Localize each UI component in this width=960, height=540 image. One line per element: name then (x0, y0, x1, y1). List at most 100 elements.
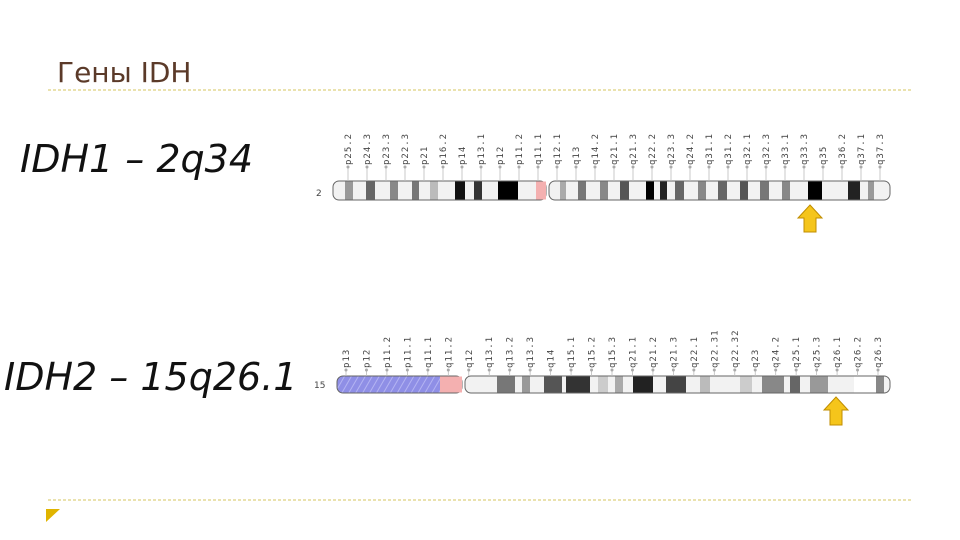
band-label: q12.1 (553, 133, 563, 165)
band-stain (698, 181, 706, 200)
band-stain (633, 376, 653, 393)
band-label: p16.2 (439, 133, 449, 165)
band-label: q22.31 (710, 329, 720, 368)
band-label: q33.1 (781, 133, 791, 165)
band-dot (460, 165, 464, 169)
band-dot (688, 165, 692, 169)
band-stain (566, 376, 590, 393)
band-label: q14.2 (591, 133, 601, 165)
band-dot (815, 368, 819, 372)
band-dot (630, 368, 634, 372)
band-stain (544, 376, 562, 393)
band-stain (762, 376, 784, 393)
band-dot (876, 368, 880, 372)
band-dot (426, 368, 430, 372)
band-dot (840, 165, 844, 169)
band-label: q13.3 (526, 336, 536, 368)
band-label: q15.3 (608, 336, 618, 368)
band-dot (733, 368, 737, 372)
band-label: q21.3 (629, 133, 639, 165)
band-dot (650, 165, 654, 169)
band-dot (364, 368, 368, 372)
band-dot (574, 165, 578, 169)
band-label: p14 (458, 146, 468, 165)
band-label: p24.3 (363, 133, 373, 165)
band-dot (344, 368, 348, 372)
band-stain (782, 181, 790, 200)
band-label: q14 (547, 349, 557, 368)
band-label: q24.2 (772, 336, 782, 368)
band-label: q21.1 (610, 133, 620, 165)
band-stain (848, 181, 860, 200)
band-stain (646, 181, 654, 200)
band-label: q22.1 (690, 336, 700, 368)
band-stain (718, 181, 727, 200)
band-dot (405, 368, 409, 372)
band-label: q37.1 (857, 133, 867, 165)
band-label: q31.2 (724, 133, 734, 165)
band-dot (651, 368, 655, 372)
band-stain (675, 181, 684, 200)
band-dot (384, 165, 388, 169)
band-label: q23 (751, 349, 761, 368)
band-stain (808, 181, 822, 200)
band-dot (403, 165, 407, 169)
arrow (796, 204, 824, 233)
band-stain (598, 376, 608, 393)
band-dot (774, 368, 778, 372)
band-dot (441, 165, 445, 169)
band-label: q25.1 (792, 336, 802, 368)
band-dot (517, 165, 521, 169)
band-stain (390, 181, 398, 200)
band-label: p12 (362, 349, 372, 368)
band-dot (555, 165, 559, 169)
band-dot (726, 165, 730, 169)
band-label: q23.3 (667, 133, 677, 165)
band-label: q21.1 (628, 336, 638, 368)
band-label: q12 (465, 349, 475, 368)
chromosome-number: 2 (316, 189, 322, 199)
band-label: q13 (572, 146, 582, 165)
band-dot (593, 165, 597, 169)
centromere (440, 376, 462, 393)
band-dot (794, 368, 798, 372)
band-label: q11.1 (534, 133, 544, 165)
band-dot (536, 165, 540, 169)
band-stain (660, 181, 667, 200)
centromere (536, 181, 546, 200)
band-dot (707, 165, 711, 169)
band-dot (612, 165, 616, 169)
band-stain (345, 181, 353, 200)
band-label: q21.3 (669, 336, 679, 368)
arrow (822, 396, 850, 426)
band-stain (455, 181, 465, 200)
band-label: q31.1 (705, 133, 715, 165)
band-label: q32.1 (743, 133, 753, 165)
band-stain (740, 376, 752, 393)
band-dot (859, 165, 863, 169)
band-label: q15.2 (588, 336, 598, 368)
band-dot (479, 165, 483, 169)
band-label: q32.3 (762, 133, 772, 165)
band-dot (610, 368, 614, 372)
band-dot (692, 368, 696, 372)
band-dot (467, 368, 471, 372)
band-label: q11.2 (444, 336, 454, 368)
band-label: p25.2 (344, 133, 354, 165)
band-label: q13.1 (485, 336, 495, 368)
band-stain (790, 376, 800, 393)
band-label: p23.3 (382, 133, 392, 165)
band-dot (346, 165, 350, 169)
band-label: q36.2 (838, 133, 848, 165)
band-label: q22.32 (731, 329, 741, 368)
band-label: p11.2 (515, 133, 525, 165)
band-dot (487, 368, 491, 372)
band-label: q22.2 (648, 133, 658, 165)
band-dot (365, 165, 369, 169)
band-dot (753, 368, 757, 372)
band-stain (498, 181, 518, 200)
band-label: p12 (496, 146, 506, 165)
band-stain (560, 181, 566, 200)
band-label: q33.3 (800, 133, 810, 165)
band-label: q26.3 (874, 336, 884, 368)
